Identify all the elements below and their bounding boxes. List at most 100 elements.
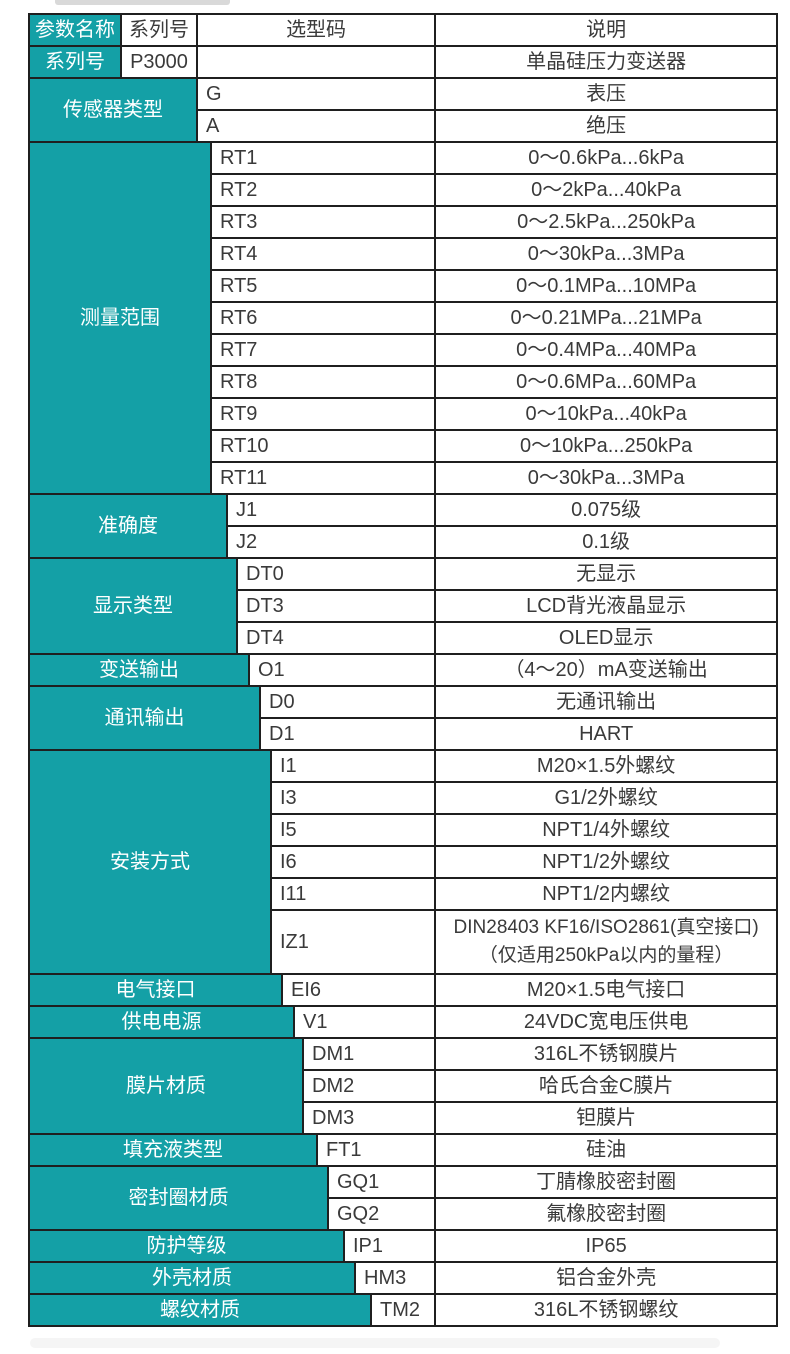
desc-I1: M20×1.5外螺纹 [434,749,779,783]
header-param-name: 参数名称 [28,13,122,47]
code-A: A [195,109,437,143]
desc-RT6: 0～0.21MPa...21MPa [434,301,779,335]
desc-FT1: 硅油 [434,1133,779,1167]
row-diaphragm-material-DM1: 膜片材质 DM1 316L不锈钢膜片 [28,1037,779,1135]
code-P3000: P3000 [120,45,198,79]
row-measuring-range-RT3: RT3 0～2.5kPa...250kPa [29,205,779,239]
code-DT0: DT0 [235,557,437,591]
code-IZ1: IZ1 [269,909,437,975]
bottom-edge-fragment [30,1338,720,1348]
group-label-protection-rating: 防护等级 [28,1229,345,1263]
row-display-type-DT0: 显示类型 DT0 无显示 [28,557,779,655]
desc-RT9: 0～10kPa...40kPa [434,397,779,431]
desc-DM3: 钽膜片 [434,1101,779,1135]
desc-I11: NPT1/2内螺纹 [434,877,779,911]
code-D1: D1 [258,717,437,751]
group-label-sensor-type: 传感器类型 [28,77,198,143]
desc-EI6: M20×1.5电气接口 [434,973,779,1007]
desc-TM2: 316L不锈钢螺纹 [434,1293,779,1327]
header-row: 参数名称 系列号 选型码 说明 [28,13,779,47]
desc-IP1: IP65 [434,1229,779,1263]
desc-RT11: 0～30kPa...3MPa [434,461,779,495]
desc-G: 表压 [434,77,779,111]
desc-RT2: 0～2kPa...40kPa [434,173,779,207]
row-installation-I1: 安装方式 I1 M20×1.5外螺纹 [28,749,779,975]
desc-GQ1: 丁腈橡胶密封圈 [434,1165,779,1199]
row-installation-I11: I11 NPT1/2内螺纹 [29,877,779,911]
row-measuring-range-RT10: RT10 0～10kPa...250kPa [29,429,779,463]
desc-RT3: 0～2.5kPa...250kPa [434,205,779,239]
row-sensor-type-A: A 绝压 [29,109,779,143]
code-I5: I5 [269,813,437,847]
code-I3: I3 [269,781,437,815]
desc-A: 绝压 [434,109,779,143]
row-sensor-type-G: 传感器类型 G 表压 [28,77,779,143]
code-FT1: FT1 [315,1133,437,1167]
desc-D1: HART [434,717,779,751]
desc-IZ1: DIN28403 KF16/ISO2861(真空接口) （仅适用250kPa以内… [434,909,779,975]
row-measuring-range-RT7: RT7 0～0.4MPa...40MPa [29,333,779,367]
desc-DM1: 316L不锈钢膜片 [434,1037,779,1071]
desc-I6: NPT1/2外螺纹 [434,845,779,879]
header-series-no: 系列号 [120,13,198,47]
row-measuring-range-RT8: RT8 0～0.6MPa...60MPa [29,365,779,399]
code-RT2: RT2 [209,173,437,207]
code-DT3: DT3 [235,589,437,623]
row-accuracy-J1: 准确度 J1 0.075级 [28,493,779,559]
code-RT8: RT8 [209,365,437,399]
group-label-electrical-interface: 电气接口 [28,973,283,1007]
desc-V1: 24VDC宽电压供电 [434,1005,779,1039]
desc-J1: 0.075级 [434,493,779,527]
row-installation-I5: I5 NPT1/4外螺纹 [29,813,779,847]
desc-RT5: 0～0.1MPa...10MPa [434,269,779,303]
row-fill-fluid-FT1: 填充液类型 FT1 硅油 [28,1133,779,1167]
row-measuring-range-RT5: RT5 0～0.1MPa...10MPa [29,269,779,303]
row-protection-rating-IP1: 防护等级 IP1 IP65 [28,1229,779,1263]
group-label-measuring-range: 测量范围 [28,141,212,495]
desc-DM2: 哈氏合金C膜片 [434,1069,779,1103]
code-RT6: RT6 [209,301,437,335]
desc-RT10: 0～10kPa...250kPa [434,429,779,463]
group-label-housing-material: 外壳材质 [28,1261,356,1295]
desc-DT3: LCD背光液晶显示 [434,589,779,623]
top-tab-fragment [55,0,230,5]
row-measuring-range-RT11: RT11 0～30kPa...3MPa [29,461,779,495]
code-RT9: RT9 [209,397,437,431]
code-RT10: RT10 [209,429,437,463]
row-accuracy-J2: J2 0.1级 [29,525,779,559]
row-installation-I6: I6 NPT1/2外螺纹 [29,845,779,879]
header-selection-code: 选型码 [195,13,437,47]
group-label-thread-material: 螺纹材质 [28,1293,372,1327]
empty-selection-code-cell [195,45,437,79]
group-label-accuracy: 准确度 [28,493,228,559]
row-measuring-range-RT4: RT4 0～30kPa...3MPa [29,237,779,271]
code-RT7: RT7 [209,333,437,367]
header-description: 说明 [434,13,779,47]
row-communication-output-D0: 通讯输出 D0 无通讯输出 [28,685,779,751]
code-D0: D0 [258,685,437,719]
row-housing-material-HM3: 外壳材质 HM3 铝合金外壳 [28,1261,779,1295]
group-label-communication-output: 通讯输出 [28,685,261,751]
row-seal-material-GQ1: 密封圈材质 GQ1 丁腈橡胶密封圈 [28,1165,779,1231]
row-series-P3000: 系列号 P3000 单晶硅压力变送器 [28,45,779,79]
desc-RT1: 0～0.6kPa...6kPa [434,141,779,175]
desc-O1: （4～20）mA变送输出 [434,653,779,687]
group-label-series: 系列号 [28,45,122,79]
row-power-supply-V1: 供电电源 V1 24VDC宽电压供电 [28,1005,779,1039]
code-RT4: RT4 [209,237,437,271]
code-GQ2: GQ2 [326,1197,437,1231]
row-transmit-output-O1: 变送输出 O1 （4～20）mA变送输出 [28,653,779,687]
code-GQ1: GQ1 [326,1165,437,1199]
row-installation-I3: I3 G1/2外螺纹 [29,781,779,815]
group-label-diaphragm-material: 膜片材质 [28,1037,304,1135]
desc-RT8: 0～0.6MPa...60MPa [434,365,779,399]
row-diaphragm-material-DM3: DM3 钽膜片 [29,1101,779,1135]
code-J1: J1 [225,493,437,527]
group-label-power-supply: 供电电源 [28,1005,295,1039]
code-RT11: RT11 [209,461,437,495]
desc-I5: NPT1/4外螺纹 [434,813,779,847]
desc-HM3: 铝合金外壳 [434,1261,779,1295]
code-RT1: RT1 [209,141,437,175]
group-label-display-type: 显示类型 [28,557,238,655]
